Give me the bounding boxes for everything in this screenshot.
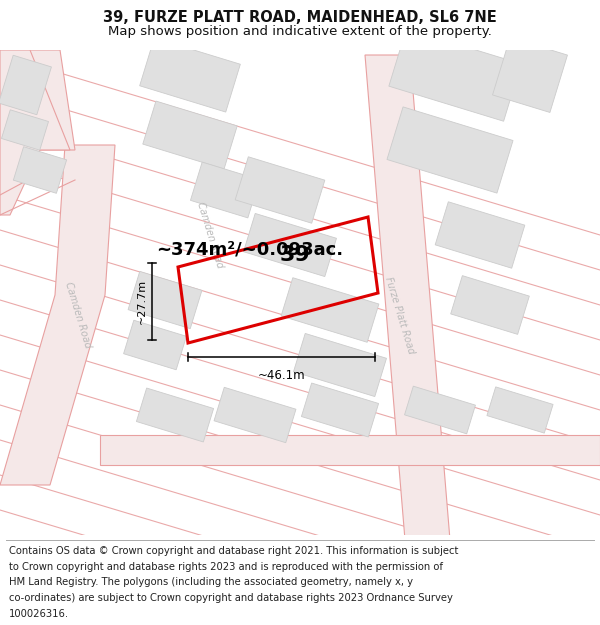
Polygon shape (143, 101, 237, 169)
Text: ~374m²/~0.093ac.: ~374m²/~0.093ac. (157, 241, 344, 259)
Polygon shape (365, 55, 450, 540)
Text: to Crown copyright and database rights 2023 and is reproduced with the permissio: to Crown copyright and database rights 2… (9, 562, 443, 572)
Polygon shape (1, 110, 49, 150)
Text: 39: 39 (280, 245, 310, 265)
Text: ~27.7m: ~27.7m (137, 279, 147, 324)
Polygon shape (100, 435, 600, 465)
Polygon shape (387, 107, 513, 193)
Polygon shape (493, 38, 568, 112)
Text: Camden Road: Camden Road (195, 201, 225, 269)
Polygon shape (293, 334, 386, 396)
Text: 39, FURZE PLATT ROAD, MAIDENHEAD, SL6 7NE: 39, FURZE PLATT ROAD, MAIDENHEAD, SL6 7N… (103, 11, 497, 26)
Text: 100026316.: 100026316. (9, 609, 69, 619)
Polygon shape (214, 388, 296, 442)
Polygon shape (0, 55, 52, 115)
Polygon shape (281, 278, 379, 342)
Polygon shape (128, 271, 202, 329)
Text: Camden Road: Camden Road (63, 281, 93, 349)
Polygon shape (140, 38, 241, 112)
Polygon shape (0, 50, 70, 215)
Polygon shape (301, 383, 379, 437)
Text: co-ordinates) are subject to Crown copyright and database rights 2023 Ordnance S: co-ordinates) are subject to Crown copyr… (9, 593, 453, 603)
Polygon shape (389, 29, 521, 121)
Polygon shape (0, 145, 115, 485)
Polygon shape (404, 386, 475, 434)
Polygon shape (13, 147, 67, 193)
Polygon shape (435, 202, 525, 268)
Text: Furze Platt Road: Furze Platt Road (383, 275, 416, 355)
Text: Map shows position and indicative extent of the property.: Map shows position and indicative extent… (108, 25, 492, 38)
Polygon shape (190, 162, 260, 218)
Polygon shape (136, 388, 214, 442)
Polygon shape (244, 214, 337, 276)
Polygon shape (451, 276, 529, 334)
Text: Contains OS data © Crown copyright and database right 2021. This information is : Contains OS data © Crown copyright and d… (9, 546, 458, 556)
Polygon shape (0, 50, 75, 150)
Text: HM Land Registry. The polygons (including the associated geometry, namely x, y: HM Land Registry. The polygons (includin… (9, 578, 413, 587)
Polygon shape (124, 320, 187, 370)
Polygon shape (235, 157, 325, 223)
Text: ~46.1m: ~46.1m (257, 369, 305, 382)
Polygon shape (487, 387, 553, 433)
